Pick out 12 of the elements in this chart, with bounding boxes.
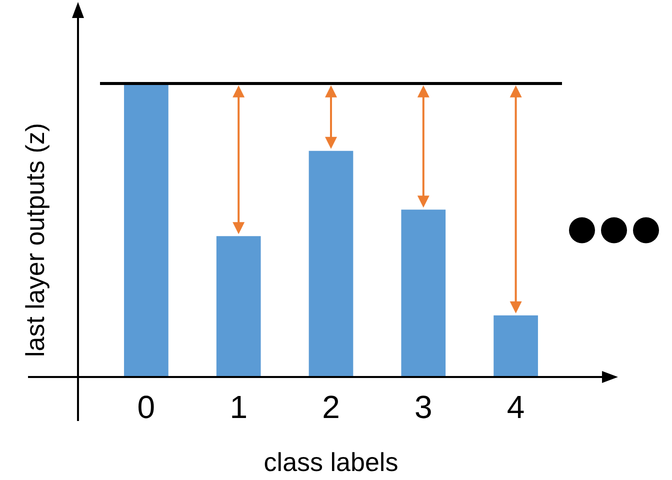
x-tick-label: 1 — [230, 389, 248, 425]
bar — [124, 83, 168, 377]
bar — [216, 236, 261, 377]
y-axis-title: last layer outputs (z) — [20, 122, 50, 358]
x-axis-title: class labels — [264, 447, 398, 477]
bar — [308, 150, 354, 377]
bar — [494, 315, 538, 377]
bar — [401, 210, 446, 377]
x-tick-label: 2 — [322, 389, 340, 425]
x-tick-label: 3 — [414, 389, 432, 425]
x-tick-label: 0 — [137, 389, 156, 425]
x-tick-label: 4 — [506, 389, 525, 425]
